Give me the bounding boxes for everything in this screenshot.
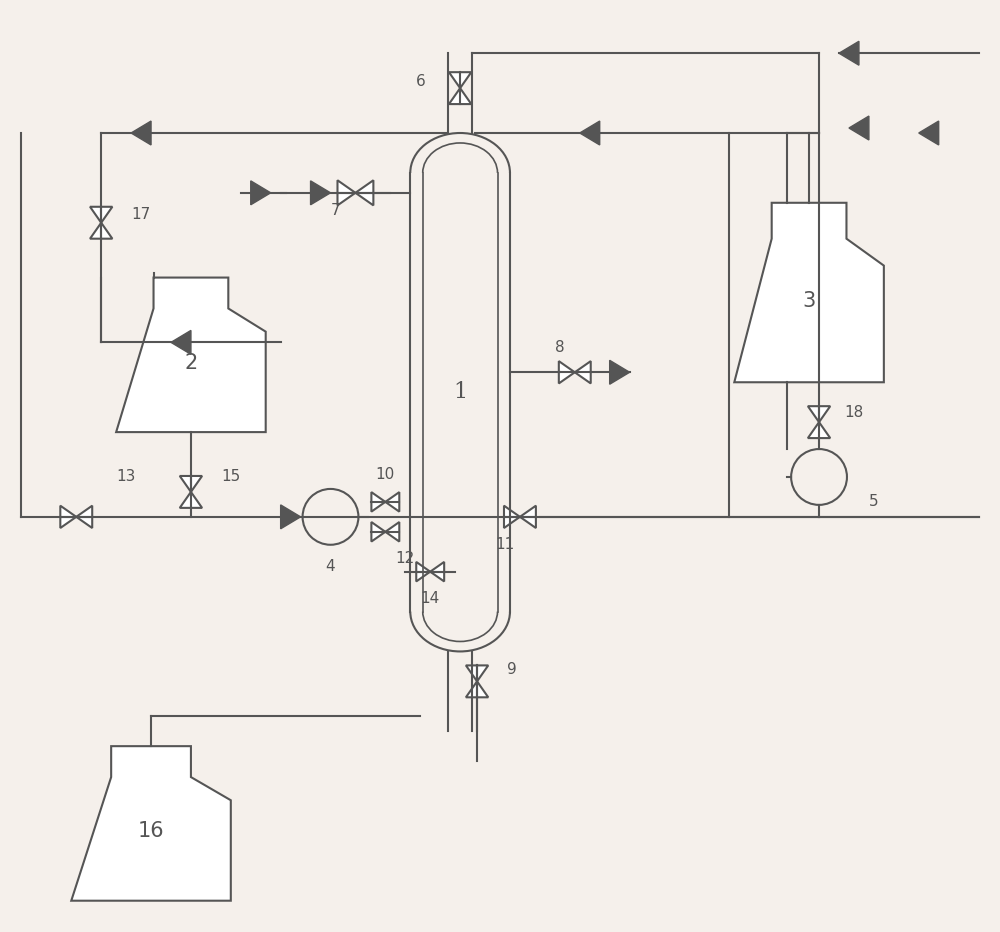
Polygon shape [504,506,520,528]
Polygon shape [90,223,112,239]
Polygon shape [520,506,536,528]
Polygon shape [466,681,488,697]
Polygon shape [808,406,830,422]
Polygon shape [180,476,202,492]
Polygon shape [337,180,355,205]
Text: 15: 15 [221,470,240,485]
Polygon shape [180,492,202,508]
Polygon shape [449,89,471,104]
Text: 10: 10 [376,468,395,483]
Polygon shape [734,203,884,382]
Polygon shape [385,522,399,541]
Text: 6: 6 [415,74,425,89]
Text: 11: 11 [495,537,515,553]
Polygon shape [416,562,430,582]
Text: 5: 5 [869,494,879,510]
Text: 16: 16 [138,821,164,842]
Polygon shape [849,116,869,140]
Text: 3: 3 [802,292,816,311]
Polygon shape [449,72,471,89]
Polygon shape [385,492,399,512]
Text: 13: 13 [117,470,136,485]
Text: 1: 1 [453,381,467,404]
Text: 7: 7 [331,203,340,218]
Text: 9: 9 [507,662,517,677]
Polygon shape [76,506,92,528]
Polygon shape [371,522,385,541]
Polygon shape [808,422,830,438]
Polygon shape [116,278,266,432]
Polygon shape [131,121,151,145]
Polygon shape [430,562,444,582]
Text: 17: 17 [131,207,150,222]
Polygon shape [311,181,331,205]
Polygon shape [251,181,271,205]
Polygon shape [580,121,600,145]
Polygon shape [71,747,231,900]
Polygon shape [90,207,112,223]
Text: 8: 8 [555,340,565,355]
Polygon shape [839,41,859,65]
Text: 18: 18 [844,404,863,419]
Polygon shape [575,361,591,383]
Polygon shape [919,121,939,145]
Text: 12: 12 [396,551,415,567]
Polygon shape [60,506,76,528]
Polygon shape [559,361,575,383]
Text: 4: 4 [326,559,335,574]
Polygon shape [281,505,301,528]
Polygon shape [371,492,385,512]
Text: 14: 14 [421,591,440,606]
Polygon shape [466,665,488,681]
Polygon shape [355,180,373,205]
Text: 2: 2 [184,352,198,373]
Polygon shape [610,361,630,384]
Polygon shape [171,331,191,354]
